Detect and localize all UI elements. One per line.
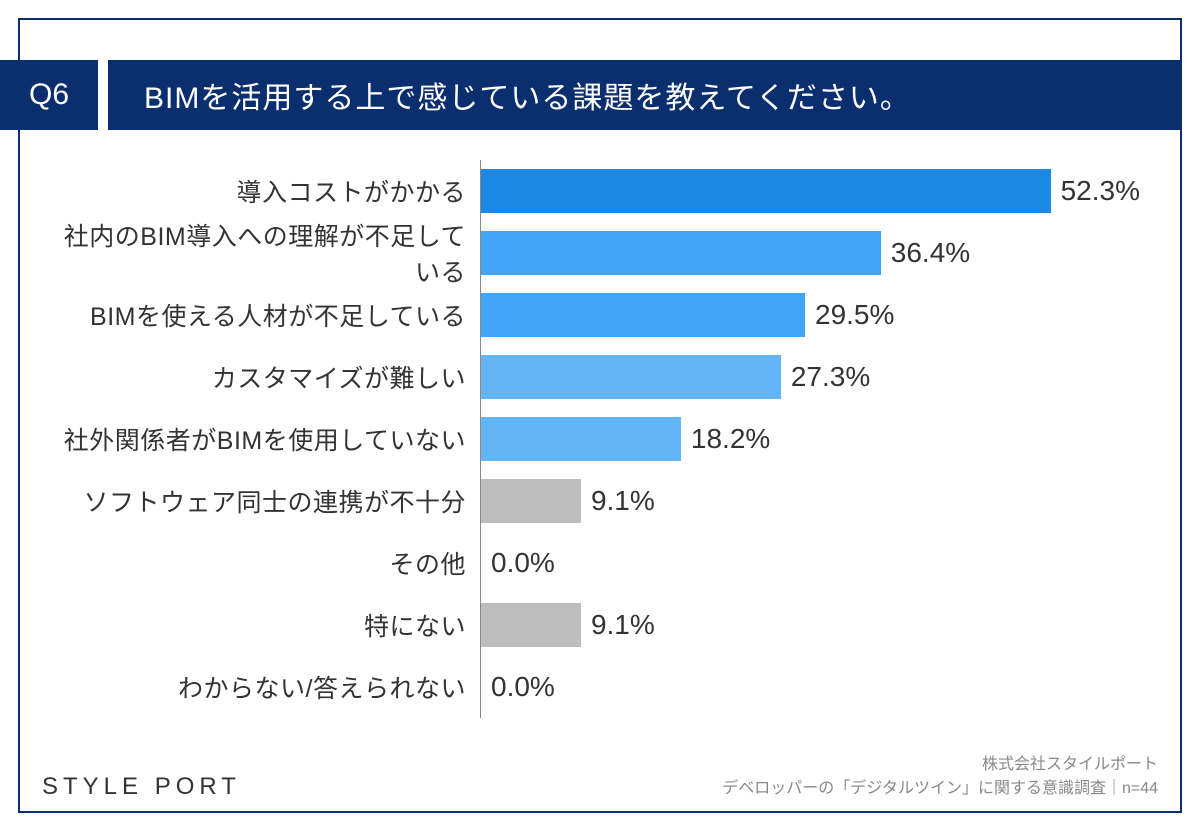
question-header: Q6 BIMを活用する上で感じている課題を教えてください。 — [0, 60, 1182, 130]
bar-track: 0.0% — [480, 656, 1140, 718]
bar-label: 導入コストがかかる — [60, 173, 480, 209]
bar-label: ソフトウェア同士の連携が不十分 — [60, 483, 480, 519]
bar-track: 9.1% — [480, 594, 1140, 656]
chart-row: ソフトウェア同士の連携が不十分 9.1% — [60, 470, 1140, 532]
chart-row: 社内のBIM導入への理解が不足している36.4% — [60, 222, 1140, 284]
logo-text: STYLE PORT — [42, 773, 241, 801]
bar-label: カスタマイズが難しい — [60, 359, 480, 395]
bar-value: 36.4% — [891, 237, 970, 269]
bar-fill — [481, 479, 581, 523]
question-number-box: Q6 — [0, 60, 98, 130]
bar-value: 29.5% — [815, 299, 894, 331]
bar-label: その他 — [60, 545, 480, 581]
bar-track: 9.1% — [480, 470, 1140, 532]
bar-label: わからない/答えられない — [60, 669, 480, 705]
bar-value: 0.0% — [491, 547, 555, 579]
bar-label: 社外関係者がBIMを使用していない — [60, 421, 480, 457]
bar-value: 52.3% — [1061, 175, 1140, 207]
credit-line-2: デベロッパーの「デジタルツイン」に関する意識調査｜n=44 — [722, 777, 1158, 801]
bar-value: 9.1% — [591, 609, 655, 641]
credit-line-1: 株式会社スタイルポート — [722, 753, 1158, 777]
bar-value: 9.1% — [591, 485, 655, 517]
chart-row: 社外関係者がBIMを使用していない 18.2% — [60, 408, 1140, 470]
bar-value: 0.0% — [491, 671, 555, 703]
chart-row: その他 0.0% — [60, 532, 1140, 594]
question-title: BIMを活用する上で感じている課題を教えてください。 — [108, 60, 1182, 130]
bar-fill — [481, 169, 1051, 213]
bar-label: 特にない — [60, 607, 480, 643]
bar-track: 0.0% — [480, 532, 1140, 594]
bar-track: 18.2% — [480, 408, 1140, 470]
bar-value: 18.2% — [691, 423, 770, 455]
bar-track: 36.4% — [480, 222, 1140, 284]
bar-fill — [481, 603, 581, 647]
bar-label: 社内のBIM導入への理解が不足している — [60, 217, 480, 289]
chart-row: カスタマイズが難しい 27.3% — [60, 346, 1140, 408]
chart-row: わからない/答えられない 0.0% — [60, 656, 1140, 718]
bar-track: 52.3% — [480, 160, 1140, 222]
bar-track: 29.5% — [480, 284, 1140, 346]
chart-row: BIMを使える人材が不足している 29.5% — [60, 284, 1140, 346]
bar-fill — [481, 355, 781, 399]
chart-row: 特にない 9.1% — [60, 594, 1140, 656]
bar-fill — [481, 231, 881, 275]
bar-value: 27.3% — [791, 361, 870, 393]
bar-fill — [481, 293, 805, 337]
credit-block: 株式会社スタイルポート デベロッパーの「デジタルツイン」に関する意識調査｜n=4… — [722, 753, 1158, 801]
bar-fill — [481, 417, 681, 461]
chart-row: 導入コストがかかる 52.3% — [60, 160, 1140, 222]
bar-track: 27.3% — [480, 346, 1140, 408]
footer: STYLE PORT 株式会社スタイルポート デベロッパーの「デジタルツイン」に… — [42, 753, 1158, 801]
bar-label: BIMを使える人材が不足している — [60, 297, 480, 333]
bar-chart: 導入コストがかかる52.3%社内のBIM導入への理解が不足している36.4%BI… — [60, 160, 1140, 741]
